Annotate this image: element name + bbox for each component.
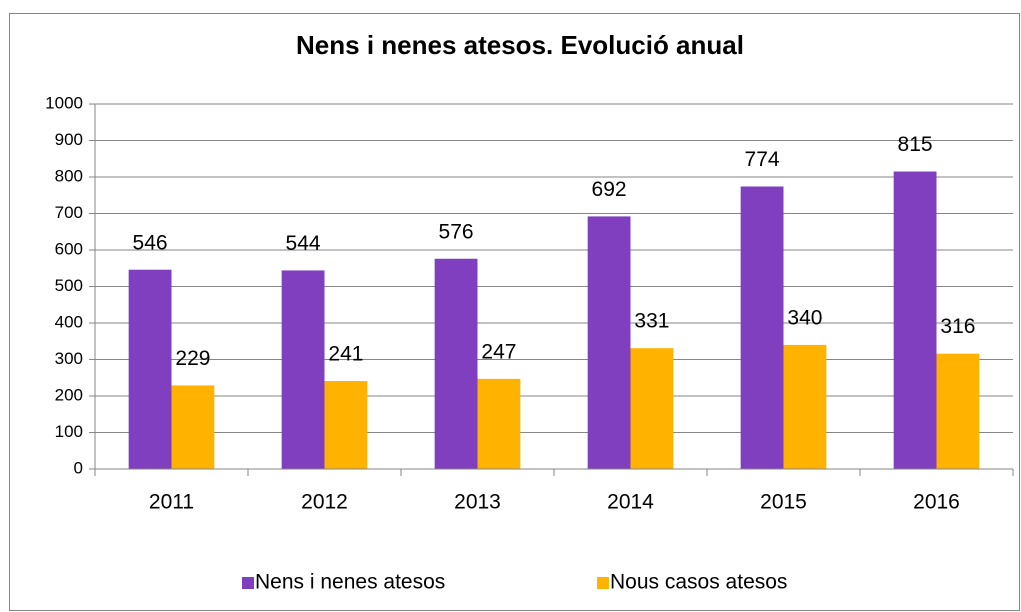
legend-label: Nens i nenes atesos: [255, 571, 445, 594]
data-label: 544: [286, 232, 321, 255]
data-label: 546: [133, 231, 168, 254]
y-tick-label: 1000: [45, 93, 83, 112]
y-tick-label: 100: [55, 422, 83, 441]
legend-swatch: [242, 577, 254, 589]
y-tick-label: 0: [74, 458, 83, 477]
bar: [434, 258, 478, 469]
x-tick-label: 2014: [607, 491, 654, 514]
data-label: 774: [745, 148, 780, 171]
chart-title: Nens i nenes atesos. Evolució anual: [296, 30, 744, 60]
bar: [587, 216, 631, 469]
data-label: 229: [175, 347, 210, 370]
legend-label: Nous casos atesos: [610, 571, 787, 594]
x-tick-label: 2015: [760, 491, 807, 514]
bar: [281, 270, 325, 469]
data-label: 815: [898, 133, 933, 156]
bar: [740, 186, 784, 470]
y-tick-label: 800: [55, 166, 83, 185]
bar: [630, 348, 674, 469]
bar: [783, 344, 827, 469]
legend-swatch: [597, 577, 609, 589]
bar: [893, 171, 937, 469]
y-tick-label: 200: [55, 385, 83, 404]
x-tick-label: 2011: [149, 491, 194, 514]
data-label: 340: [787, 306, 822, 329]
data-label: 331: [634, 310, 669, 333]
y-tick-label: 600: [55, 239, 83, 258]
data-label: 576: [439, 220, 474, 243]
y-tick-label: 500: [55, 276, 83, 295]
y-tick-label: 700: [55, 203, 83, 222]
data-label: 241: [328, 343, 363, 366]
x-tick-label: 2016: [913, 491, 960, 514]
y-tick-label: 400: [55, 312, 83, 331]
x-tick-label: 2012: [301, 491, 348, 514]
data-label: 247: [481, 340, 516, 363]
bar: [936, 353, 980, 469]
bar: [324, 381, 368, 469]
bar: [171, 385, 215, 469]
chart-border: [9, 13, 1020, 611]
y-tick-label: 300: [55, 349, 83, 368]
data-label: 316: [940, 315, 975, 338]
data-label: 692: [592, 178, 627, 201]
x-tick-label: 2013: [454, 491, 501, 514]
bar: [128, 269, 172, 469]
bar: [477, 378, 521, 469]
y-tick-label: 900: [55, 130, 83, 149]
